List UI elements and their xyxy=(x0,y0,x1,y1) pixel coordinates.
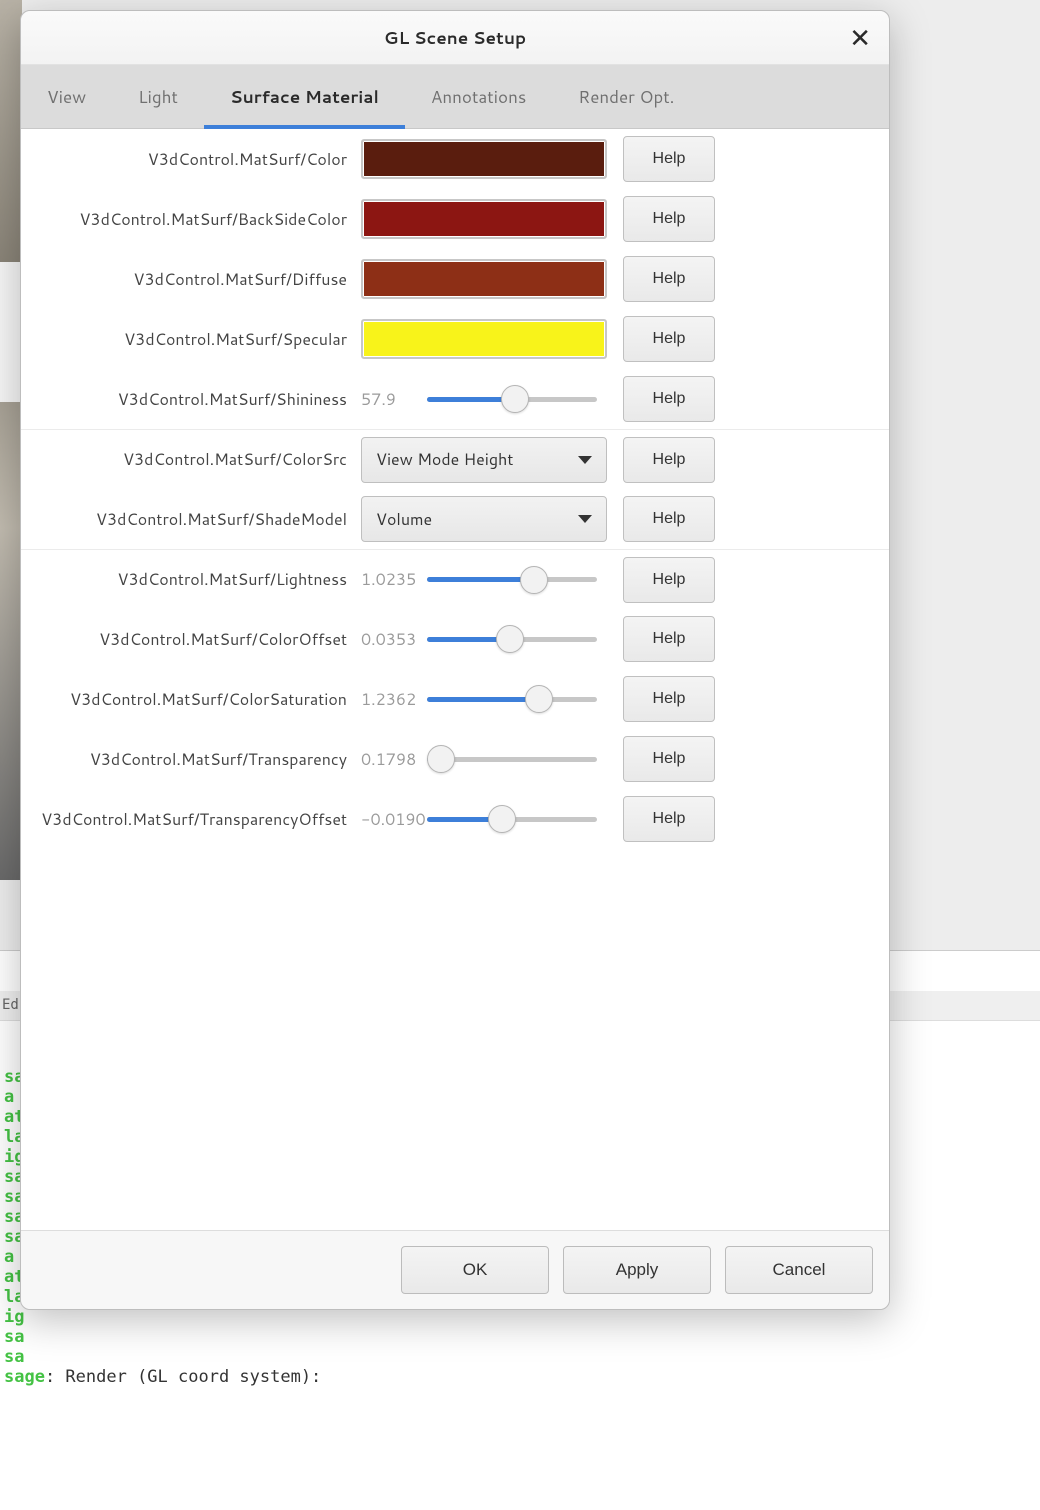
dropdown-shademodel[interactable]: Volume xyxy=(361,496,607,542)
help-button-transparency[interactable]: Help xyxy=(623,736,715,782)
tab-view[interactable]: View xyxy=(21,65,112,128)
help-button-transparencyoffset[interactable]: Help xyxy=(623,796,715,842)
label-transparency: V3dControl.MatSurf/Transparency xyxy=(31,748,361,771)
swatch-color[interactable] xyxy=(361,139,607,179)
tab-label-surface-material: Surface Material xyxy=(230,85,379,109)
label-shininess: V3dControl.MatSurf/Shininess xyxy=(31,388,361,411)
help-button-colorsrc[interactable]: Help xyxy=(623,437,715,483)
dropdown-colorsrc[interactable]: View Mode Height xyxy=(361,437,607,483)
value-transparency: 0.1798 xyxy=(361,748,417,771)
row-color: V3dControl.MatSurf/Color Help xyxy=(21,129,889,189)
value-colorsaturation: 1.2362 xyxy=(361,688,417,711)
value-lightness: 1.0235 xyxy=(361,568,417,591)
help-button-shademodel[interactable]: Help xyxy=(623,496,715,542)
chevron-down-icon xyxy=(578,456,592,464)
help-button-color[interactable]: Help xyxy=(623,136,715,182)
tab-render-opt[interactable]: Render Opt. xyxy=(552,65,700,128)
row-diffuse: V3dControl.MatSurf/Diffuse Help xyxy=(21,249,889,309)
row-colorsrc: V3dControl.MatSurf/ColorSrc View Mode He… xyxy=(21,429,889,489)
value-coloroffset: 0.0353 xyxy=(361,628,417,651)
swatch-diffuse[interactable] xyxy=(361,259,607,299)
close-icon[interactable]: ✕ xyxy=(849,25,871,51)
tab-label-render-opt: Render Opt. xyxy=(578,85,674,109)
gl-scene-setup-dialog: GL Scene Setup ✕ View Light Surface Mate… xyxy=(20,10,890,1310)
label-colorsaturation: V3dControl.MatSurf/ColorSaturation xyxy=(31,688,361,711)
dialog-content: V3dControl.MatSurf/Color Help V3dControl… xyxy=(21,129,889,1231)
swatch-specular[interactable] xyxy=(361,319,607,359)
background-thumbnail xyxy=(0,262,22,402)
label-transparencyoffset: V3dControl.MatSurf/TransparencyOffset xyxy=(31,808,361,831)
value-transparencyoffset: -0.0190 xyxy=(361,808,417,831)
label-color: V3dControl.MatSurf/Color xyxy=(31,148,361,171)
label-lightness: V3dControl.MatSurf/Lightness xyxy=(31,568,361,591)
help-button-specular[interactable]: Help xyxy=(623,316,715,362)
tab-surface-material[interactable]: Surface Material xyxy=(204,65,405,128)
swatch-backside[interactable] xyxy=(361,199,607,239)
slider-transparencyoffset[interactable] xyxy=(427,804,597,834)
dialog-title: GL Scene Setup xyxy=(384,26,526,50)
slider-lightness[interactable] xyxy=(427,565,597,595)
label-backside: V3dControl.MatSurf/BackSideColor xyxy=(31,208,361,231)
label-specular: V3dControl.MatSurf/Specular xyxy=(31,328,361,351)
apply-button[interactable]: Apply xyxy=(563,1246,711,1294)
help-button-shininess[interactable]: Help xyxy=(623,376,715,422)
dialog-tabs: View Light Surface Material Annotations … xyxy=(21,65,889,129)
tab-annotations[interactable]: Annotations xyxy=(405,65,552,128)
tab-label-view: View xyxy=(47,85,86,109)
tab-label-light: Light xyxy=(138,85,178,109)
row-backside: V3dControl.MatSurf/BackSideColor Help xyxy=(21,189,889,249)
cancel-button[interactable]: Cancel xyxy=(725,1246,873,1294)
dialog-titlebar: GL Scene Setup ✕ xyxy=(21,11,889,65)
help-button-colorsaturation[interactable]: Help xyxy=(623,676,715,722)
slider-coloroffset[interactable] xyxy=(427,624,597,654)
label-shademodel: V3dControl.MatSurf/ShadeModel xyxy=(31,508,361,531)
background-photo-strip xyxy=(0,0,22,880)
dropdown-value-colorsrc: View Mode Height xyxy=(376,448,513,471)
ok-button[interactable]: OK xyxy=(401,1246,549,1294)
slider-transparency[interactable] xyxy=(427,744,597,774)
dropdown-value-shademodel: Volume xyxy=(376,508,432,531)
slider-shininess[interactable] xyxy=(427,384,597,414)
help-button-backside[interactable]: Help xyxy=(623,196,715,242)
help-button-diffuse[interactable]: Help xyxy=(623,256,715,302)
value-shininess: 57.9 xyxy=(361,388,417,411)
dialog-footer: OK Apply Cancel xyxy=(21,1231,889,1309)
tab-light[interactable]: Light xyxy=(112,65,204,128)
label-diffuse: V3dControl.MatSurf/Diffuse xyxy=(31,268,361,291)
row-lightness: V3dControl.MatSurf/Lightness 1.0235 Help xyxy=(21,549,889,609)
row-specular: V3dControl.MatSurf/Specular Help xyxy=(21,309,889,369)
row-colorsaturation: V3dControl.MatSurf/ColorSaturation 1.236… xyxy=(21,669,889,729)
chevron-down-icon xyxy=(578,515,592,523)
label-colorsrc: V3dControl.MatSurf/ColorSrc xyxy=(31,448,361,471)
label-coloroffset: V3dControl.MatSurf/ColorOffset xyxy=(31,628,361,651)
row-transparencyoffset: V3dControl.MatSurf/TransparencyOffset -0… xyxy=(21,789,889,849)
row-coloroffset: V3dControl.MatSurf/ColorOffset 0.0353 He… xyxy=(21,609,889,669)
help-button-lightness[interactable]: Help xyxy=(623,557,715,603)
tab-label-annotations: Annotations xyxy=(431,85,526,109)
help-button-coloroffset[interactable]: Help xyxy=(623,616,715,662)
slider-colorsaturation[interactable] xyxy=(427,684,597,714)
row-transparency: V3dControl.MatSurf/Transparency 0.1798 H… xyxy=(21,729,889,789)
row-shademodel: V3dControl.MatSurf/ShadeModel Volume Hel… xyxy=(21,489,889,549)
row-shininess: V3dControl.MatSurf/Shininess 57.9 Help xyxy=(21,369,889,429)
